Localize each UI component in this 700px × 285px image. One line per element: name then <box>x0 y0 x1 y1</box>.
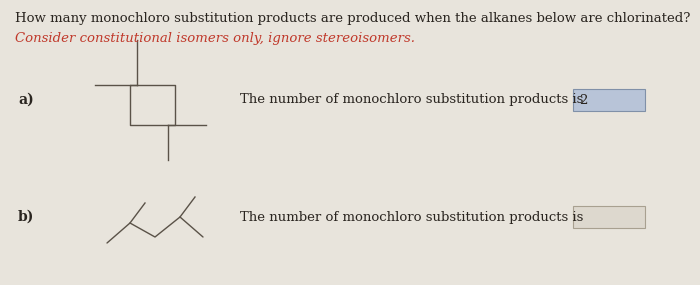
Text: a): a) <box>18 93 34 107</box>
Text: Consider constitutional isomers only, ignore stereoisomers.: Consider constitutional isomers only, ig… <box>15 32 415 45</box>
FancyBboxPatch shape <box>573 89 645 111</box>
Text: The number of monochloro substitution products is: The number of monochloro substitution pr… <box>240 211 583 223</box>
Text: 2: 2 <box>579 93 587 107</box>
Text: The number of monochloro substitution products is: The number of monochloro substitution pr… <box>240 93 583 107</box>
Text: b): b) <box>18 210 34 224</box>
FancyBboxPatch shape <box>573 206 645 228</box>
Text: How many monochloro substitution products are produced when the alkanes below ar: How many monochloro substitution product… <box>15 12 690 25</box>
